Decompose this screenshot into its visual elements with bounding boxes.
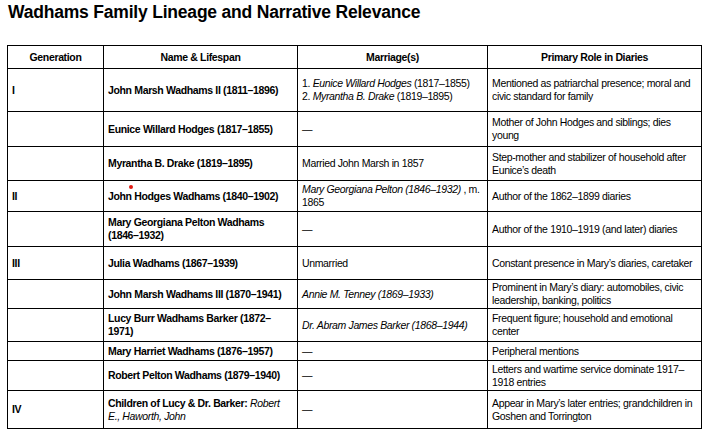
name-cell: Julia Wadhams (1867–1939) [104, 247, 298, 280]
role-cell: Letters and wartime service dominate 191… [488, 361, 702, 391]
generation-cell: III [8, 247, 104, 280]
spouse-years: (1817–1855) [411, 77, 469, 89]
marriage-cell: Married John Marsh in 1857 [298, 147, 488, 181]
role-cell: Frequent figure; household and emotional… [488, 309, 702, 342]
marriage-line: 2. Myrantha B. Drake (1819–1895) [302, 90, 483, 103]
generation-cell [8, 212, 104, 247]
generation-cell: I [8, 69, 104, 112]
lineage-table: Generation Name & Lifespan Marriage(s) P… [7, 45, 702, 429]
role-cell: Author of the 1910–1919 (and later) diar… [488, 212, 702, 247]
generation-cell [8, 361, 104, 391]
name-cell: Mary Harriet Wadhams (1876–1957) [104, 342, 298, 361]
table-row: Lucy Burr Wadhams Barker (1872–1971) Dr.… [8, 309, 702, 342]
role-cell: Author of the 1862–1899 diaries [488, 181, 702, 212]
spouse-name: Mary Georgiana Pelton (1846–1932) [302, 183, 461, 195]
table-row: IV Children of Lucy & Dr. Barker: Robert… [8, 391, 702, 429]
table-row: Robert Pelton Wadhams (1879–1940) — Lett… [8, 361, 702, 391]
role-cell: Step-mother and stabilizer of household … [488, 147, 702, 181]
marriage-cell: — [298, 361, 488, 391]
generation-cell [8, 112, 104, 147]
name-text: Children of Lucy & Dr. Barker: [108, 397, 247, 409]
header-name-lifespan: Name & Lifespan [104, 46, 298, 69]
page-title: Wadhams Family Lineage and Narrative Rel… [8, 2, 420, 23]
marriage-number: 2. [302, 90, 313, 102]
marriage-line: 1. Eunice Willard Hodges (1817–1855) [302, 77, 483, 90]
marriage-cell: — [298, 342, 488, 361]
generation-cell [8, 342, 104, 361]
header-row: Generation Name & Lifespan Marriage(s) P… [8, 46, 702, 69]
role-cell: Mentioned as patriarchal presence; moral… [488, 69, 702, 112]
table-row: II John Hodges Wadhams (1840–1902) Mary … [8, 181, 702, 212]
generation-cell: II [8, 181, 104, 212]
name-cell: Mary Georgiana Pelton Wadhams (1846–1932… [104, 212, 298, 247]
role-cell: Prominent in Mary’s diary: automobiles, … [488, 280, 702, 309]
name-cell: John Marsh Wadhams II (1811–1896) [104, 69, 298, 112]
role-cell: Peripheral mentions [488, 342, 702, 361]
name-text: John Hodges Wadhams (1840–1902) [108, 190, 278, 202]
table-row: Myrantha B. Drake (1819–1895) Married Jo… [8, 147, 702, 181]
proofing-red-dot-icon [129, 185, 133, 189]
table-row: John Marsh Wadhams III (1870–1941) Annie… [8, 280, 702, 309]
marriage-cell: Annie M. Tenney (1869–1933) [298, 280, 488, 309]
marriage-number: 1. [302, 77, 313, 89]
marriage-cell: — [298, 391, 488, 429]
table-row: III Julia Wadhams (1867–1939) Unmarried … [8, 247, 702, 280]
generation-cell: IV [8, 391, 104, 429]
marriage-cell: — [298, 212, 488, 247]
name-cell: Myrantha B. Drake (1819–1895) [104, 147, 298, 181]
spouse-years: (1819–1895) [394, 90, 452, 102]
generation-cell [8, 280, 104, 309]
name-cell: Robert Pelton Wadhams (1879–1940) [104, 361, 298, 391]
table-row: Mary Georgiana Pelton Wadhams (1846–1932… [8, 212, 702, 247]
name-cell: John Hodges Wadhams (1840–1902) [104, 181, 298, 212]
name-cell: Lucy Burr Wadhams Barker (1872–1971) [104, 309, 298, 342]
marriage-cell: 1. Eunice Willard Hodges (1817–1855) 2. … [298, 69, 488, 112]
role-cell: Mother of John Hodges and siblings; dies… [488, 112, 702, 147]
header-generation: Generation [8, 46, 104, 69]
name-cell: Children of Lucy & Dr. Barker: Robert E.… [104, 391, 298, 429]
generation-cell [8, 309, 104, 342]
table-row: Mary Harriet Wadhams (1876–1957) — Perip… [8, 342, 702, 361]
name-cell: Eunice Willard Hodges (1817–1855) [104, 112, 298, 147]
header-primary-role: Primary Role in Diaries [488, 46, 702, 69]
spouse-name: Myrantha B. Drake [313, 90, 395, 102]
table-row: Eunice Willard Hodges (1817–1855) — Moth… [8, 112, 702, 147]
role-cell: Constant presence in Mary’s diaries, car… [488, 247, 702, 280]
spouse-name: Eunice Willard Hodges [313, 77, 412, 89]
marriage-cell: Dr. Abram James Barker (1868–1944) [298, 309, 488, 342]
name-cell: John Marsh Wadhams III (1870–1941) [104, 280, 298, 309]
header-marriages: Marriage(s) [298, 46, 488, 69]
marriage-cell: Unmarried [298, 247, 488, 280]
role-cell: Appear in Mary’s later entries; grandchi… [488, 391, 702, 429]
spouse-name: Dr. Abram James Barker (1868–1944) [302, 319, 467, 331]
table-row: I John Marsh Wadhams II (1811–1896) 1. E… [8, 69, 702, 112]
generation-cell [8, 147, 104, 181]
marriage-cell: — [298, 112, 488, 147]
marriage-cell: Mary Georgiana Pelton (1846–1932) , m. 1… [298, 181, 488, 212]
document-page: Wadhams Family Lineage and Narrative Rel… [0, 0, 703, 429]
spouse-name: Annie M. Tenney (1869–1933) [302, 288, 433, 300]
